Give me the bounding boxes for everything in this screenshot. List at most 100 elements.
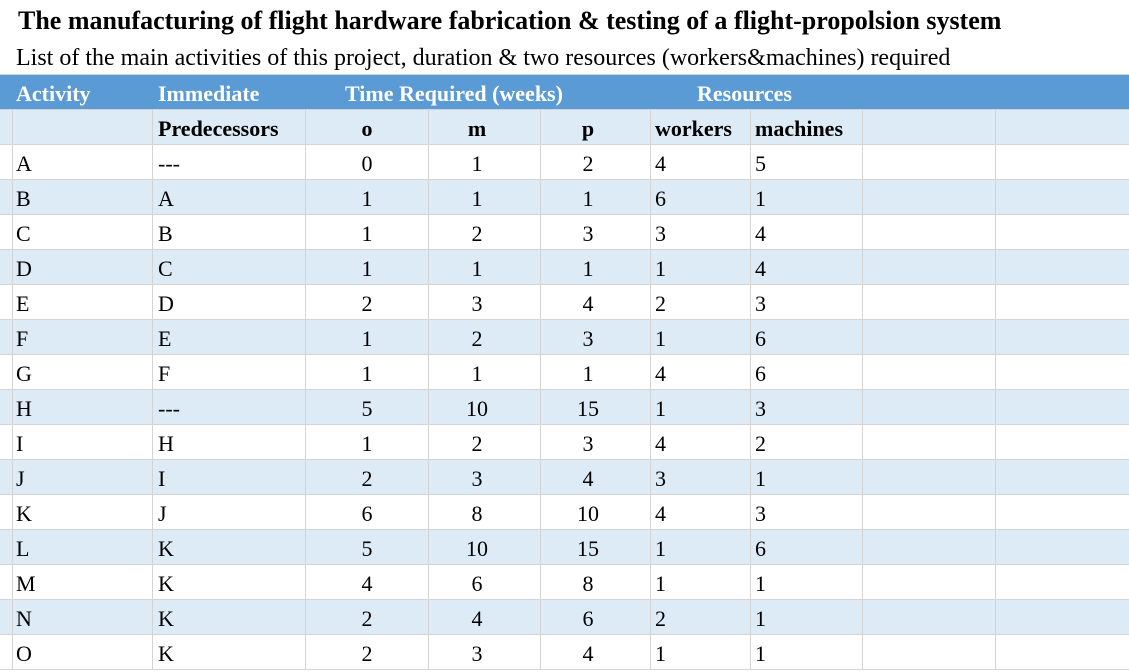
grid-line: [995, 565, 996, 600]
grid-line: [152, 320, 153, 355]
cell: 1: [361, 221, 373, 246]
cell: 1: [655, 326, 666, 351]
grid-line: [862, 250, 863, 285]
grid-line: [995, 355, 996, 390]
cell: M: [16, 571, 36, 596]
grid-line: [12, 180, 13, 215]
cell: 1: [582, 361, 594, 386]
cell: A: [158, 186, 174, 211]
cell: 1: [361, 361, 373, 386]
grid-line: [428, 565, 429, 600]
cell: 6: [655, 186, 666, 211]
cell: 1: [655, 536, 666, 561]
grid-line: [750, 355, 751, 390]
cell: 2: [361, 291, 373, 316]
title: The manufacturing of flight hardware fab…: [18, 6, 1002, 35]
data-row: F E 1 2 3 1 6: [0, 320, 1129, 355]
grid-line: [650, 250, 651, 285]
cell: 3: [471, 466, 483, 491]
data-row: E D 2 3 4 2 3: [0, 285, 1129, 320]
grid-line: [540, 460, 541, 495]
grid-line: [305, 145, 306, 180]
data-row: L K 5 10 15 1 6: [0, 530, 1129, 565]
header-cell: Activity: [16, 81, 91, 106]
grid-line: [995, 180, 996, 215]
grid-line: [750, 285, 751, 320]
grid-line: [152, 495, 153, 530]
grid-line: [0, 634, 1129, 635]
grid-line: [428, 110, 429, 145]
grid-line: [540, 285, 541, 320]
header-cell: Immediate: [158, 81, 260, 106]
grid-line: [750, 390, 751, 425]
grid-line: [862, 215, 863, 250]
data-row: D C 1 1 1 1 4: [0, 250, 1129, 285]
cell: 2: [471, 221, 483, 246]
cell: 6: [755, 536, 766, 561]
grid-line: [650, 355, 651, 390]
cell: 15: [577, 396, 599, 421]
cell: I: [16, 431, 24, 456]
grid-line: [152, 355, 153, 390]
cell: 6: [582, 606, 594, 631]
grid-line: [750, 320, 751, 355]
grid-line: [305, 110, 306, 145]
grid-line: [862, 180, 863, 215]
grid-line: [650, 635, 651, 670]
cell: O: [16, 641, 32, 666]
grid-line: [12, 250, 13, 285]
grid-line: [0, 214, 1129, 215]
grid-line: [0, 424, 1129, 425]
grid-line: [305, 250, 306, 285]
grid-line: [862, 495, 863, 530]
grid-line: [750, 600, 751, 635]
cell: 2: [655, 606, 666, 631]
cell: 1: [655, 396, 666, 421]
grid-line: [540, 145, 541, 180]
grid-line: [152, 285, 153, 320]
grid-line: [305, 355, 306, 390]
grid-line: [862, 390, 863, 425]
cell: K: [158, 641, 174, 666]
grid-line: [152, 180, 153, 215]
cell: 1: [471, 151, 483, 176]
header-cell: Resources: [697, 81, 792, 106]
grid-line: [0, 389, 1129, 390]
header-row: Activity Immediate Time Required (weeks) Re…: [0, 75, 1129, 110]
grid-line: [540, 495, 541, 530]
grid-line: [12, 565, 13, 600]
grid-line: [152, 145, 153, 180]
cell: 10: [466, 536, 488, 561]
grid-line: [0, 564, 1129, 565]
grid-line: [12, 390, 13, 425]
grid-line: [650, 180, 651, 215]
cell: A: [16, 151, 32, 176]
grid-line: [0, 319, 1129, 320]
cell: C: [16, 221, 31, 246]
cell: 10: [577, 501, 599, 526]
cell: 1: [361, 256, 373, 281]
grid-line: [650, 390, 651, 425]
grid-line: [650, 425, 651, 460]
cell: E: [16, 291, 30, 316]
cell: 1: [655, 256, 666, 281]
grid-line: [152, 425, 153, 460]
cell: 1: [755, 571, 766, 596]
cell: 4: [582, 466, 594, 491]
grid-line: [12, 320, 13, 355]
grid-line: [995, 530, 996, 565]
cell: I: [158, 466, 166, 491]
header-cell: workers: [655, 116, 732, 141]
grid-line: [650, 215, 651, 250]
cell: 3: [582, 431, 594, 456]
data-row: J I 2 3 4 3 1: [0, 460, 1129, 495]
grid-line: [995, 460, 996, 495]
grid-line: [12, 355, 13, 390]
cell: 2: [582, 151, 594, 176]
header-cell: o: [361, 116, 373, 141]
cell: B: [158, 221, 173, 246]
cell: 1: [471, 256, 483, 281]
title-row: The manufacturing of flight hardware fab…: [0, 0, 1129, 40]
grid-line: [12, 635, 13, 670]
grid-line: [0, 74, 1129, 75]
